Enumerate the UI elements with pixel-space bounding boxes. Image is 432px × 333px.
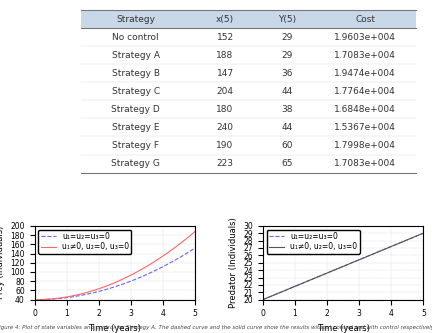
Text: 1.6848e+004: 1.6848e+004	[334, 105, 396, 114]
Text: Strategy A: Strategy A	[111, 51, 160, 60]
u₁=u₂=u₃=0	[417, 233, 422, 237]
u₁=u₂=u₃=0	[337, 266, 342, 270]
u₁=u₂=u₃=0	[260, 298, 265, 302]
Text: 38: 38	[282, 105, 293, 114]
u₁≠0, u₂=0, u₃=0	[337, 266, 342, 270]
Line: u₁≠0, u₂=0, u₃=0: u₁≠0, u₂=0, u₃=0	[263, 233, 423, 300]
u₁≠0, u₂=0, u₃=0	[109, 282, 114, 286]
Text: 1.7764e+004: 1.7764e+004	[334, 87, 396, 96]
X-axis label: Time (years): Time (years)	[89, 324, 141, 333]
u₁=u₂=u₃=0	[347, 262, 352, 266]
u₁=u₂=u₃=0	[32, 298, 37, 302]
Text: Y(5): Y(5)	[278, 15, 296, 24]
Line: u₁≠0, u₂=0, u₃=0: u₁≠0, u₂=0, u₃=0	[35, 231, 195, 300]
Text: Strategy F: Strategy F	[112, 141, 159, 150]
Y-axis label: Predator (Individuals): Predator (Individuals)	[229, 217, 238, 308]
Legend: u₁=u₂=u₃=0, u₁≠0, u₂=0, u₃=0: u₁=u₂=u₃=0, u₁≠0, u₂=0, u₃=0	[267, 230, 359, 254]
u₁≠0, u₂=0, u₃=0	[421, 231, 426, 235]
u₁=u₂=u₃=0	[337, 266, 343, 270]
Line: u₁=u₂=u₃=0: u₁=u₂=u₃=0	[263, 233, 423, 300]
Text: 65: 65	[282, 159, 293, 168]
u₁=u₂=u₃=0	[109, 286, 114, 290]
u₁≠0, u₂=0, u₃=0	[189, 232, 194, 236]
u₁=u₂=u₃=0	[119, 283, 124, 287]
u₁≠0, u₂=0, u₃=0	[108, 282, 114, 286]
Text: 44: 44	[282, 123, 293, 132]
Text: 1.7998e+004: 1.7998e+004	[334, 141, 396, 150]
u₁≠0, u₂=0, u₃=0	[392, 243, 397, 247]
u₁=u₂=u₃=0	[189, 248, 194, 252]
u₁≠0, u₂=0, u₃=0	[337, 266, 343, 270]
u₁=u₂=u₃=0	[164, 263, 169, 267]
u₁≠0, u₂=0, u₃=0	[417, 233, 422, 237]
Text: x(5): x(5)	[216, 15, 234, 24]
u₁≠0, u₂=0, u₃=0	[127, 273, 133, 277]
Text: 1.7083e+004: 1.7083e+004	[334, 51, 396, 60]
Text: 147: 147	[216, 69, 234, 78]
u₁≠0, u₂=0, u₃=0	[356, 258, 361, 262]
Text: 1.9474e+004: 1.9474e+004	[334, 69, 396, 78]
Y-axis label: Prey (Individuals): Prey (Individuals)	[0, 226, 5, 299]
u₁=u₂=u₃=0	[421, 231, 426, 235]
Text: 223: 223	[216, 159, 234, 168]
X-axis label: Time (years): Time (years)	[317, 324, 369, 333]
Text: 152: 152	[216, 33, 234, 42]
Text: 188: 188	[216, 51, 234, 60]
Text: 1.5367e+004: 1.5367e+004	[334, 123, 396, 132]
u₁=u₂=u₃=0	[108, 286, 114, 290]
u₁=u₂=u₃=0	[127, 279, 133, 283]
Text: 60: 60	[282, 141, 293, 150]
Text: No control: No control	[112, 33, 159, 42]
u₁=u₂=u₃=0	[193, 246, 198, 250]
u₁≠0, u₂=0, u₃=0	[347, 262, 352, 266]
u₁≠0, u₂=0, u₃=0	[119, 278, 124, 282]
Line: u₁=u₂=u₃=0: u₁=u₂=u₃=0	[35, 248, 195, 300]
Text: Figure 4: Plot of state variables and control for Strategy A. The dashed curve a: Figure 4: Plot of state variables and co…	[0, 325, 432, 330]
u₁≠0, u₂=0, u₃=0	[193, 229, 198, 233]
Text: 190: 190	[216, 141, 234, 150]
u₁≠0, u₂=0, u₃=0	[32, 298, 37, 302]
Text: 1.9603e+004: 1.9603e+004	[334, 33, 396, 42]
Legend: u₁=u₂=u₃=0, u₁≠0, u₂=0, u₃=0: u₁=u₂=u₃=0, u₁≠0, u₂=0, u₃=0	[38, 230, 131, 254]
Text: Strategy D: Strategy D	[111, 105, 160, 114]
Text: 29: 29	[282, 51, 293, 60]
Text: Cost: Cost	[355, 15, 375, 24]
Text: Strategy E: Strategy E	[112, 123, 159, 132]
Text: Strategy B: Strategy B	[111, 69, 160, 78]
Text: 44: 44	[282, 87, 293, 96]
Text: 1.7083e+004: 1.7083e+004	[334, 159, 396, 168]
Text: Strategy: Strategy	[116, 15, 155, 24]
Text: Strategy G: Strategy G	[111, 159, 160, 168]
Text: 180: 180	[216, 105, 234, 114]
u₁≠0, u₂=0, u₃=0	[260, 298, 265, 302]
FancyBboxPatch shape	[81, 10, 416, 28]
Text: 240: 240	[216, 123, 234, 132]
u₁≠0, u₂=0, u₃=0	[164, 252, 169, 256]
Text: Strategy C: Strategy C	[111, 87, 160, 96]
Text: 204: 204	[216, 87, 234, 96]
Text: 29: 29	[282, 33, 293, 42]
Text: 36: 36	[282, 69, 293, 78]
u₁=u₂=u₃=0	[392, 243, 397, 247]
u₁=u₂=u₃=0	[356, 258, 361, 262]
